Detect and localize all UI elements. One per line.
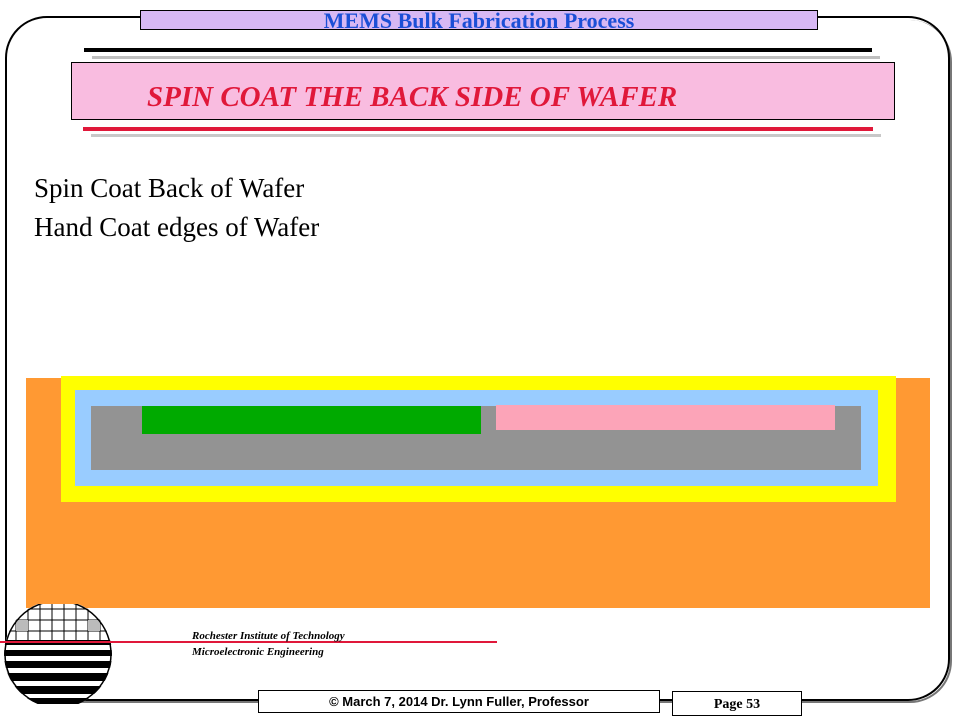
footer-department: Microelectronic Engineering — [192, 646, 324, 658]
rit-wafer-logo-icon — [4, 604, 112, 704]
pink-layer — [496, 405, 835, 430]
slide-title-banner — [71, 62, 895, 120]
title-underline — [83, 127, 873, 131]
title-underline-shadow — [91, 134, 881, 137]
header-rule-shadow — [92, 56, 880, 59]
green-layer — [142, 406, 481, 434]
body-line-1: Spin Coat Back of Wafer — [34, 173, 305, 203]
footer-red-rule — [0, 641, 497, 643]
body-line-2: Hand Coat edges of Wafer — [34, 212, 320, 242]
presentation-title: MEMS Bulk Fabrication Process — [140, 10, 818, 32]
header-rule — [84, 48, 872, 52]
slide-title: SPIN COAT THE BACK SIDE OF WAFER — [147, 81, 678, 113]
footer-institution: Rochester Institute of Technology — [192, 630, 345, 642]
page-number: Page 53 — [672, 691, 802, 716]
copyright-box: © March 7, 2014 Dr. Lynn Fuller, Profess… — [258, 690, 660, 713]
